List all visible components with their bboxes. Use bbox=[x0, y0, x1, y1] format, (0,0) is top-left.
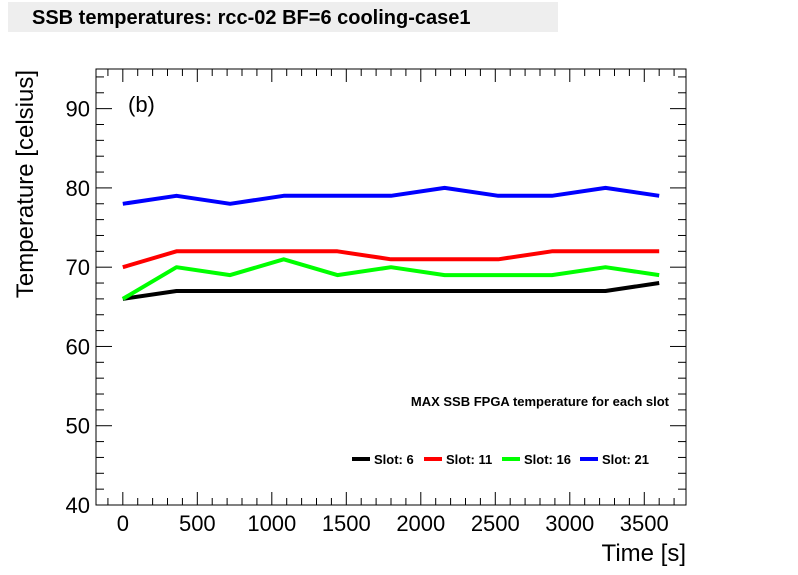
series-line-slot-21 bbox=[122, 185, 660, 206]
y-axis-title: Temperature [celsius] bbox=[12, 70, 39, 298]
panel-label: (b) bbox=[128, 92, 155, 117]
y-tick-label: 70 bbox=[66, 255, 90, 280]
series-line-slot-6 bbox=[122, 281, 660, 301]
x-tick-label: 1000 bbox=[247, 511, 296, 536]
legend-label: Slot: 6 bbox=[374, 452, 414, 467]
x-tick-label: 500 bbox=[179, 511, 216, 536]
x-tick-label: 1500 bbox=[322, 511, 371, 536]
legend-label: Slot: 16 bbox=[524, 452, 571, 467]
legend-label: Slot: 21 bbox=[602, 452, 649, 467]
plot-frame bbox=[95, 68, 687, 506]
x-tick-label: 2500 bbox=[471, 511, 520, 536]
y-tick-label: 80 bbox=[66, 176, 90, 201]
chart-title: SSB temperatures: rcc-02 BF=6 cooling-ca… bbox=[32, 7, 471, 29]
legend-label: Slot: 11 bbox=[446, 452, 492, 467]
y-tick-label: 40 bbox=[66, 493, 90, 518]
series-line-slot-11 bbox=[122, 249, 660, 270]
x-tick-label: 3000 bbox=[545, 511, 594, 536]
x-tick-label: 3500 bbox=[620, 511, 669, 536]
legend: Slot: 6 Slot: 11 Slot: 16 Slot: 21 bbox=[352, 452, 649, 467]
plot-annotation: MAX SSB FPGA temperature for each slot bbox=[411, 394, 670, 409]
series-line-slot-16 bbox=[121, 257, 660, 301]
title-box: SSB temperatures: rcc-02 BF=6 cooling-ca… bbox=[8, 2, 558, 32]
y-tick-label: 50 bbox=[66, 414, 90, 439]
series-lines bbox=[121, 185, 660, 301]
x-tick-label: 2000 bbox=[396, 511, 445, 536]
y-tick-label: 90 bbox=[66, 97, 90, 122]
axis-ticks: 40 50 60 70 80 90 0 500 1000 1500 2000 2500 3000 3500 bbox=[66, 69, 686, 536]
x-tick-label: 0 bbox=[117, 511, 129, 536]
x-axis-title: Time [s] bbox=[602, 540, 686, 567]
y-tick-label: 60 bbox=[66, 334, 90, 359]
